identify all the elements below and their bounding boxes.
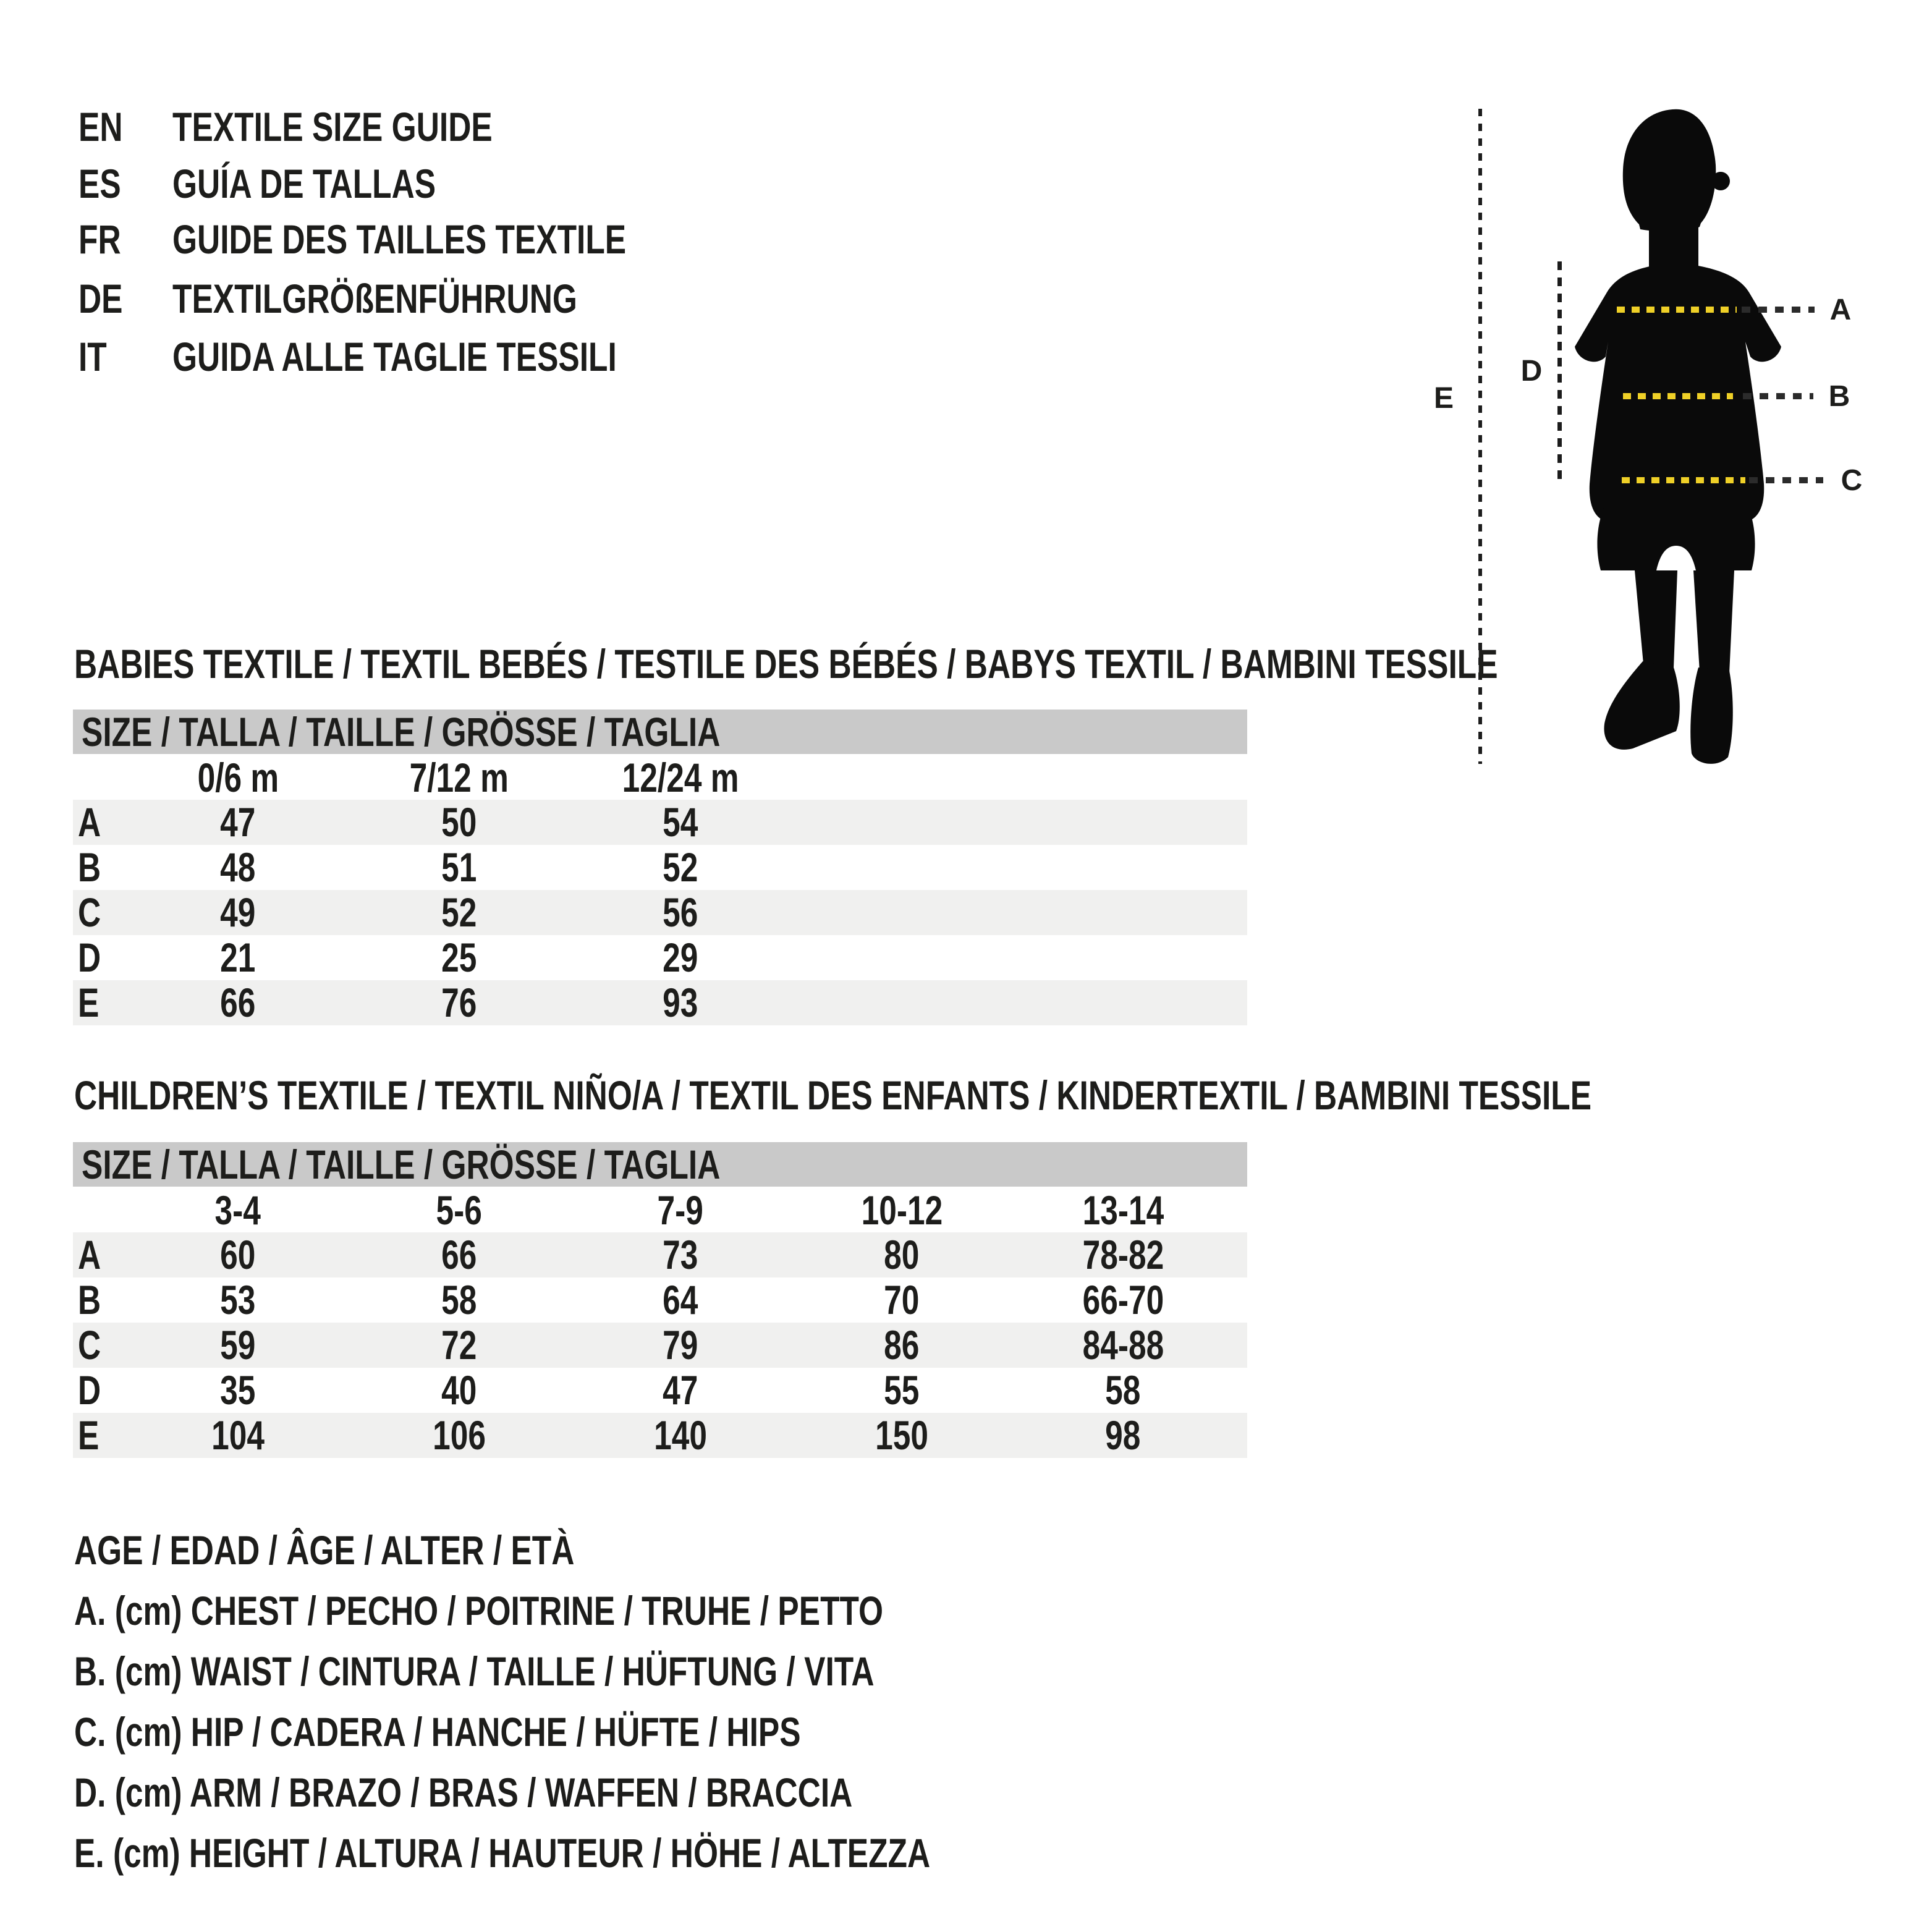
children-row-a: A 60 66 73 80 78-82: [73, 1232, 1247, 1277]
height-e-dotted-line: [1478, 109, 1482, 764]
children-table-title: CHILDREN’S TEXTILE / TEXTIL NIÑO/A / TEX…: [74, 1072, 1592, 1118]
silhouette-right-leg: [1693, 570, 1734, 684]
lang-row-es: ES GUÍA DE TALLAS: [78, 161, 1438, 206]
lang-row-it: IT GUIDA ALLE TAGLIE TESSILI: [78, 334, 1438, 379]
children-column-header-row: 3-4 5-6 7-9 10-12 13-14: [73, 1187, 1247, 1233]
legend-height: E. (cm) HEIGHT / ALTURA / HAUTEUR / HÖHE…: [74, 1830, 931, 1876]
babies-table-header-bar: SIZE / TALLA / TAILLE / GRÖSSE / TAGLIA: [73, 710, 1247, 754]
children-col-7-9: 7-9: [657, 1187, 704, 1233]
chest-a-dash-inner: [1617, 307, 1737, 313]
figure-label-b: B: [1828, 380, 1850, 413]
babies-row-e: E 66 76 93: [73, 980, 1247, 1025]
children-table-header-bar: SIZE / TALLA / TAILLE / GRÖSSE / TAGLIA: [73, 1142, 1247, 1187]
silhouette-torso: [1575, 263, 1781, 522]
children-row-b: B 53 58 64 70 66-70: [78, 1277, 1164, 1323]
legend-hip: C. (cm) HIP / CADERA / HANCHE / HÜFTE / …: [74, 1709, 801, 1755]
legend-waist: B. (cm) WAIST / CINTURA / TAILLE / HÜFTU…: [74, 1648, 875, 1694]
babies-row-c: C 49 52 56: [73, 890, 1247, 935]
silhouette-shorts: [1597, 504, 1755, 570]
babies-col-0-6m: 0/6 m: [197, 755, 279, 800]
hip-c-dash-outer: [1749, 477, 1823, 483]
silhouette-right-shoe: [1690, 667, 1733, 764]
babies-col-12-24m: 12/24 m: [622, 755, 739, 800]
lang-row-de: DE TEXTILGRÖßENFÜHRUNG: [78, 276, 1438, 321]
legend-age: AGE / EDAD / ÂGE / ALTER / ETÀ: [74, 1527, 575, 1573]
legend-chest: A. (cm) CHEST / PECHO / POITRINE / TRUHE…: [74, 1588, 884, 1633]
children-col-5-6: 5-6: [436, 1187, 483, 1233]
children-col-13-14: 13-14: [1082, 1187, 1164, 1233]
babies-col-7-12m: 7/12 m: [409, 755, 509, 800]
figure-label-a: A: [1829, 294, 1852, 326]
lang-code-it: IT: [78, 334, 107, 379]
lang-row-en: EN TEXTILE SIZE GUIDE: [78, 104, 1438, 149]
children-col-10-12: 10-12: [861, 1187, 943, 1233]
children-row-c: C 59 72 79 86 84-88: [73, 1323, 1247, 1368]
babies-table-title: BABIES TEXTILE / TEXTIL BEBÉS / TESTILE …: [74, 641, 1498, 687]
babies-column-header-row: 0/6 m 7/12 m 12/24 m: [73, 755, 1247, 800]
figure-label-e: E: [1433, 382, 1454, 415]
lang-title-it: GUIDA ALLE TAGLIE TESSILI: [172, 334, 617, 379]
figure-label-d: D: [1520, 355, 1543, 388]
children-row-e: E 104 106 140 150 98: [73, 1413, 1247, 1458]
lang-title-en: TEXTILE SIZE GUIDE: [172, 104, 493, 150]
waist-b-dash-outer: [1743, 393, 1813, 399]
hip-c-dash-inner: [1622, 477, 1745, 483]
lang-code-en: EN: [78, 104, 123, 150]
silhouette-neck: [1649, 218, 1698, 271]
legend-arm: D. (cm) ARM / BRAZO / BRAS / WAFFEN / BR…: [74, 1769, 853, 1815]
chest-a-dash-outer: [1742, 307, 1815, 313]
silhouette-head: [1622, 109, 1716, 232]
silhouette-left-leg: [1635, 570, 1677, 680]
lang-code-fr: FR: [78, 216, 121, 262]
lang-title-de: TEXTILGRÖßENFÜHRUNG: [172, 276, 577, 321]
lang-title-fr: GUIDE DES TAILLES TEXTILE: [172, 216, 627, 262]
babies-row-a: A 47 50 54: [73, 800, 1247, 845]
children-col-3-4: 3-4: [214, 1187, 261, 1233]
lang-code-es: ES: [78, 161, 121, 206]
lang-code-de: DE: [78, 276, 123, 321]
figure-label-c: C: [1841, 464, 1863, 497]
silhouette-left-shoe: [1604, 661, 1680, 750]
silhouette-ear: [1711, 172, 1730, 190]
child-silhouette: [1575, 109, 1781, 764]
babies-row-b: B 48 51 52: [78, 844, 698, 890]
arm-d-dotted-line: [1557, 261, 1562, 479]
children-row-d: D 35 40 47 55 58: [78, 1367, 1141, 1413]
lang-title-es: GUÍA DE TALLAS: [172, 161, 436, 206]
babies-row-d: D 21 25 29: [78, 934, 698, 980]
waist-b-dash-inner: [1623, 393, 1733, 399]
lang-row-fr: FR GUIDE DES TAILLES TEXTILE: [78, 217, 1438, 261]
